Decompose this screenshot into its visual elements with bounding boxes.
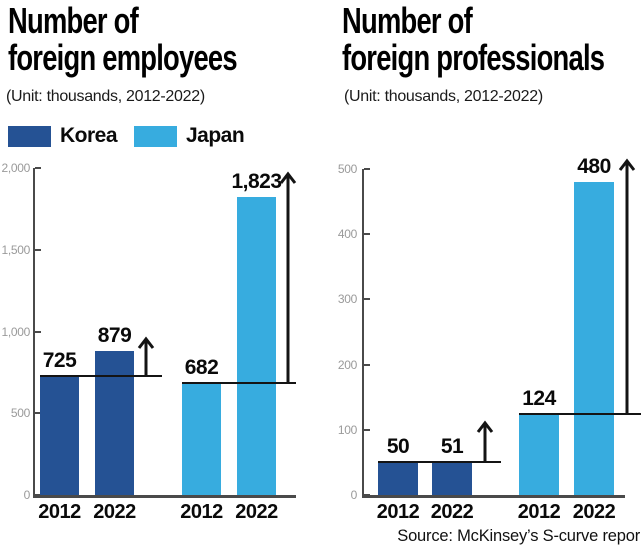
y-tick-label: 2,000 [1, 161, 30, 175]
y-axis [33, 168, 35, 498]
chart-subtitle-professionals: (Unit: thousands, 2012-2022) [344, 88, 543, 105]
legend-swatch-korea [8, 125, 51, 147]
y-tick-label: 1,500 [1, 242, 30, 257]
y-tick-mark [364, 168, 370, 170]
x-axis-label: 2022 [93, 501, 136, 523]
y-tick-label: 500 [337, 162, 357, 176]
y-tick-label: 100 [337, 422, 357, 437]
growth-arrow-up-icon [476, 420, 494, 462]
title-line: foreign professionals [342, 37, 605, 78]
bar-japan-2022 [237, 196, 276, 495]
y-tick-mark [35, 330, 41, 333]
legend-swatch-japan [134, 125, 177, 147]
growth-reference-line [519, 413, 641, 416]
x-axis-label: 2022 [235, 501, 278, 523]
growth-arrow-up-icon [279, 171, 297, 383]
chart-subtitle-employees: (Unit: thousands, 2012-2022) [6, 88, 205, 105]
title-line: foreign employees [8, 37, 238, 78]
legend-label-japan: Japan [186, 124, 245, 147]
title-line: Number of [342, 0, 473, 41]
x-axis-label: 2012 [517, 501, 561, 523]
bar-value-label: 879 [97, 324, 132, 348]
y-tick-mark [35, 167, 41, 169]
y-tick-label: 0 [23, 488, 31, 502]
bar-japan-2012 [519, 414, 559, 495]
y-tick-mark [364, 298, 370, 301]
y-tick-label: 0 [350, 488, 358, 502]
y-tick-label: 400 [337, 227, 357, 242]
y-axis [362, 169, 364, 498]
bar-korea-2012 [40, 376, 79, 495]
y-tick-label: 500 [10, 406, 30, 421]
bar-korea-2012 [378, 462, 418, 495]
bar-japan-2012 [182, 383, 221, 495]
bar-korea-2022 [432, 461, 472, 495]
chart-title-employees: Number of foreign employees [8, 0, 238, 78]
x-axis-label: 2022 [572, 501, 616, 523]
x-axis-label: 2012 [376, 501, 420, 523]
growth-reference-line [40, 375, 162, 378]
y-tick-mark [364, 233, 370, 236]
y-tick-mark [364, 428, 370, 431]
bar-value-label: 682 [184, 356, 219, 380]
growth-arrow-up-icon [618, 158, 636, 414]
bar-value-label: 1,823 [231, 169, 282, 193]
source-credit: Source: McKinsey’s S-curve repor [397, 527, 640, 545]
x-axis-label: 2012 [38, 501, 81, 523]
growth-arrow-up-icon [137, 336, 155, 376]
title-line: Number of [8, 0, 139, 41]
bar-value-label: 725 [42, 349, 77, 373]
y-tick-label: 200 [337, 357, 357, 372]
x-axis [33, 495, 296, 498]
bar-value-label: 480 [577, 155, 611, 179]
bar-value-label: 124 [522, 387, 556, 411]
x-axis-label: 2022 [430, 501, 474, 523]
growth-reference-line [378, 461, 501, 464]
bar-korea-2022 [95, 351, 134, 495]
bar-value-label: 50 [386, 435, 410, 459]
bar-value-label: 51 [440, 434, 464, 458]
x-axis-label: 2012 [180, 501, 223, 523]
x-axis [362, 495, 625, 498]
bar-japan-2022 [574, 182, 614, 495]
legend: Korea Japan [8, 124, 245, 147]
legend-label-korea: Korea [60, 124, 118, 147]
y-tick-label: 300 [337, 292, 357, 307]
y-tick-mark [35, 248, 41, 251]
y-tick-mark [364, 363, 370, 366]
y-tick-mark [35, 412, 41, 415]
chart-title-professionals: Number of foreign professionals [342, 0, 605, 78]
growth-reference-line [182, 382, 296, 385]
y-tick-label: 1,000 [1, 324, 30, 339]
